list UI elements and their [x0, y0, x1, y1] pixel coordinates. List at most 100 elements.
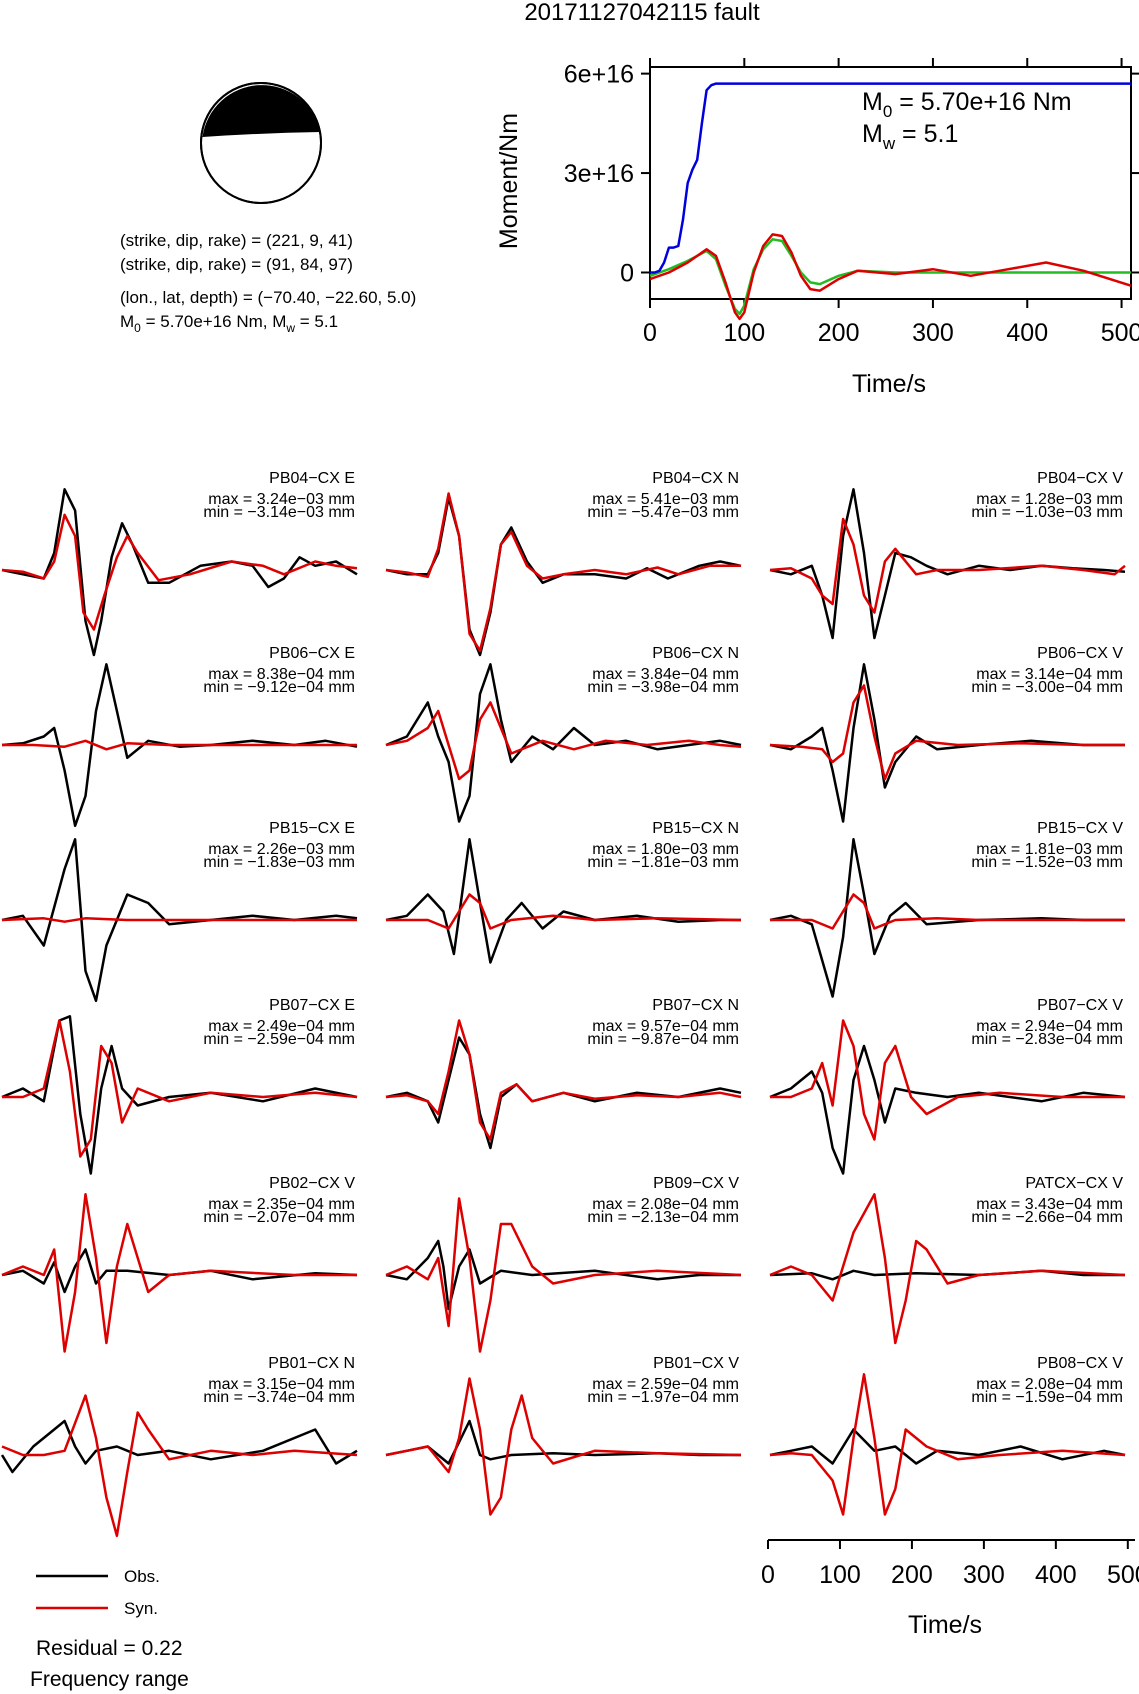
info-line-4: M0 = 5.70e+16 Nm, Mw = 5.1: [120, 312, 338, 335]
syn-trace: [385, 1197, 742, 1353]
obs-trace: [385, 1239, 741, 1311]
min-label: min = −2.07e−04 mm: [203, 1209, 355, 1226]
moment-xtick-label: 0: [643, 319, 657, 347]
max-label: max = 3.15e−04 mm: [208, 1376, 355, 1393]
syn-trace: [1, 917, 357, 923]
max-label: max = 2.59e−04 mm: [592, 1376, 739, 1393]
moment-ytick-label: 6e+16: [564, 61, 634, 89]
max-label: max = 3.24e−03 mm: [208, 491, 355, 508]
moment-xtick-label: 100: [723, 319, 765, 347]
min-label: min = −2.59e−04 mm: [203, 1031, 355, 1048]
min-label: min = −9.12e−04 mm: [203, 679, 355, 696]
max-label: max = 2.26e−03 mm: [208, 841, 355, 858]
max-label: max = 8.38e−04 mm: [208, 666, 355, 683]
min-label: min = −9.87e−04 mm: [587, 1031, 739, 1048]
station-label: PB07−CX N: [652, 997, 739, 1014]
obs-trace: [1, 663, 358, 828]
moment-series-blue: [650, 82, 1131, 274]
moment-chart-frame: [649, 66, 1132, 300]
max-label: max = 2.94e−04 mm: [976, 1018, 1123, 1035]
waveform-xtick-label: 200: [891, 1561, 933, 1589]
min-label: min = −1.03e−03 mm: [971, 504, 1123, 521]
obs-trace: [769, 1428, 1126, 1465]
station-label: PB09−CX V: [653, 1175, 739, 1192]
info-line-1: (strike, dip, rake) = (221, 9, 41): [120, 231, 353, 250]
moment-mw-annotation: Mw = 5.1: [862, 120, 958, 153]
max-label: max = 5.41e−03 mm: [592, 491, 739, 508]
waveform-xlabel: Time/s: [908, 1611, 982, 1639]
station-label: PATCX−CX V: [1025, 1175, 1123, 1192]
obs-trace: [1, 1248, 358, 1294]
obs-trace: [385, 1419, 741, 1465]
moment-xtick-label: 500: [1101, 319, 1139, 347]
syn-trace: [1, 513, 358, 631]
obs-trace: [385, 496, 742, 657]
syn-trace: [769, 517, 1126, 614]
max-label: max = 3.43e−04 mm: [976, 1196, 1123, 1213]
moment-xtick-label: 200: [818, 319, 860, 347]
min-label: min = −2.83e−04 mm: [971, 1031, 1123, 1048]
station-label: PB06−CX N: [652, 645, 739, 662]
syn-trace: [386, 893, 742, 930]
waveform-xtick-label: 100: [819, 1561, 861, 1589]
waveform-time-axis: 0 100 200 300 400 500 Time/s: [761, 1539, 1139, 1639]
obs-trace: [769, 1044, 1126, 1175]
info-line-3: (lon., lat, depth) = (−70.40, −22.60, 5.…: [120, 288, 416, 307]
syn-trace: [385, 1019, 742, 1141]
station-label: PB08−CX V: [1037, 1355, 1123, 1372]
syn-trace: [770, 1019, 1125, 1141]
syn-trace: [385, 701, 742, 781]
station-label: PB04−CX E: [269, 470, 355, 487]
min-label: min = −3.98e−04 mm: [587, 679, 739, 696]
syn-trace: [385, 1377, 742, 1516]
min-label: min = −2.66e−04 mm: [971, 1209, 1123, 1226]
legend: Obs. Syn. Residual = 0.22 Frequency rang…: [30, 1567, 189, 1691]
syn-trace: [2, 1019, 358, 1158]
station-label: PB15−CX E: [269, 820, 355, 837]
min-label: min = −5.47e−03 mm: [587, 504, 739, 521]
syn-trace: [385, 492, 741, 653]
waveform-xtick-label: 500: [1107, 1561, 1139, 1589]
legend-obs-label: Obs.: [124, 1567, 160, 1586]
moment-xtick-label: 300: [912, 319, 954, 347]
syn-trace: [2, 739, 357, 751]
syn-trace: [769, 1373, 1126, 1516]
moment-ytick-label: 3e+16: [564, 160, 634, 188]
station-label: PB04−CX V: [1037, 470, 1123, 487]
min-label: min = −1.52e−03 mm: [971, 854, 1123, 871]
max-label: max = 3.84e−04 mm: [592, 666, 739, 683]
syn-trace: [770, 893, 1125, 930]
station-label: PB01−CX N: [268, 1355, 355, 1372]
legend-syn-label: Syn.: [124, 1599, 158, 1618]
min-label: min = −3.74e−04 mm: [203, 1389, 355, 1406]
waveform-xtick-label: 400: [1035, 1561, 1077, 1589]
moment-m0-annotation: M0 = 5.70e+16 Nm: [862, 88, 1072, 121]
moment-chart: 0 100 200 300 400 500 0 3e+16 6e+16 Time/s Momen…: [495, 58, 1139, 398]
waveform-xtick-label: 0: [761, 1561, 775, 1589]
syn-trace: [769, 684, 1125, 781]
station-label: PB04−CX N: [652, 470, 739, 487]
station-label: PB06−CX E: [269, 645, 355, 662]
syn-trace: [1, 1394, 358, 1538]
beachball-icon: [200, 82, 322, 204]
moment-xlabel: Time/s: [852, 370, 926, 398]
station-label: PB07−CX E: [269, 997, 355, 1014]
max-label: max = 2.08e−04 mm: [592, 1196, 739, 1213]
max-label: max = 3.14e−04 mm: [976, 666, 1123, 683]
moment-ytick-label: 0: [620, 259, 634, 287]
